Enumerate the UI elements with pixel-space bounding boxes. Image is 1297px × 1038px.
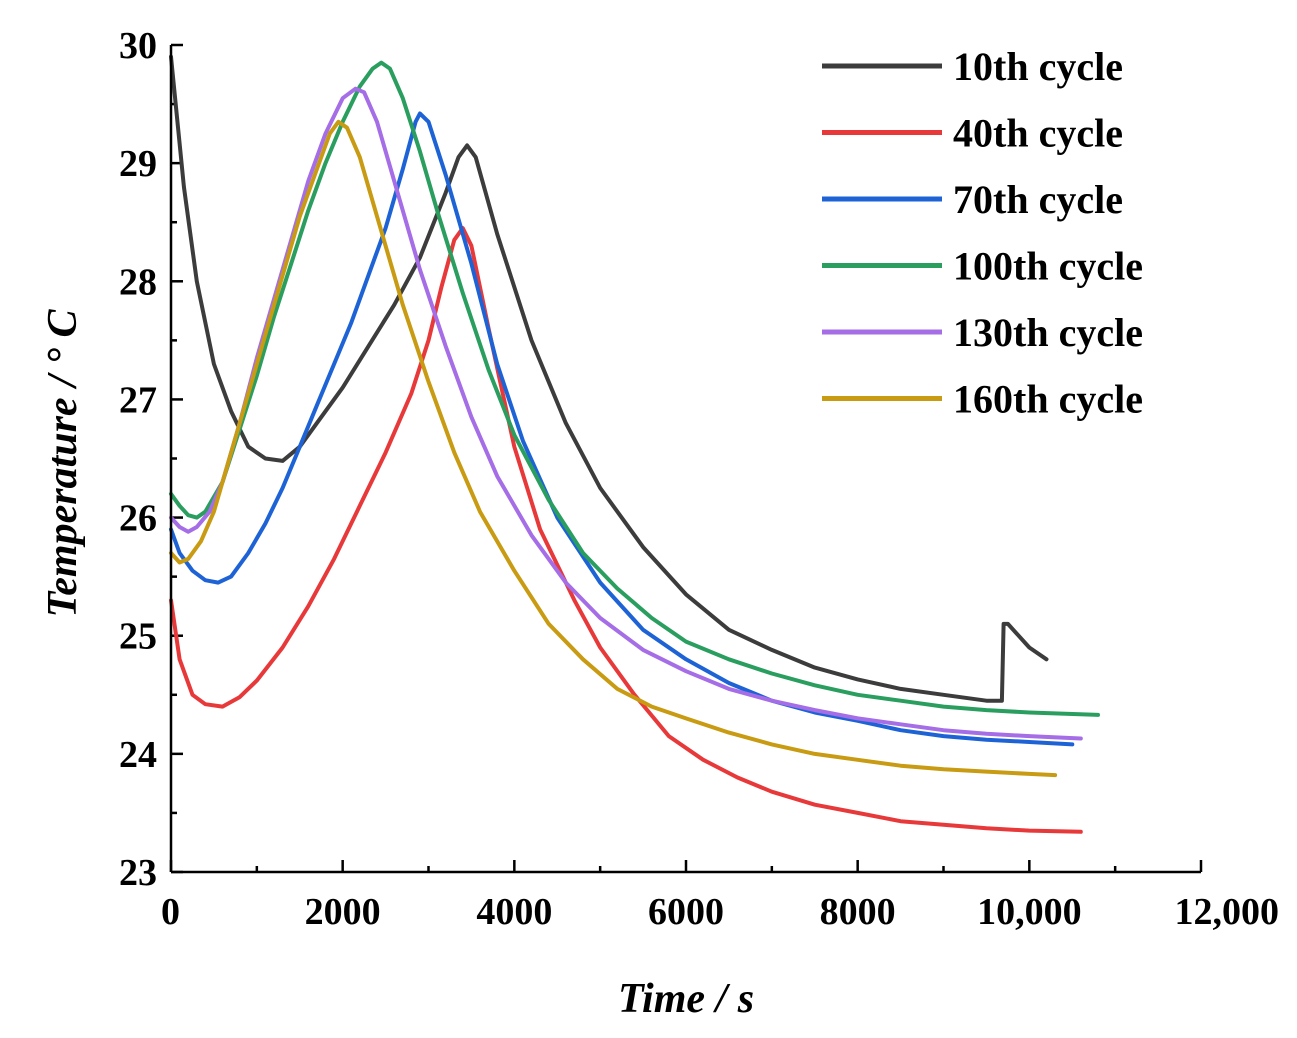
series-line-130th-cycle (169, 86, 1083, 741)
series-line-70th-cycle (169, 111, 1075, 747)
legend-label: 130th cycle (953, 310, 1143, 355)
legend-label: 100th cycle (953, 244, 1143, 289)
y-tick-label: 24 (119, 734, 157, 776)
x-tick-label: 12,000 (1175, 891, 1280, 933)
y-axis-ticks: 23 24 25 26 27 28 29 30 (119, 25, 183, 894)
x-tick-label: 6000 (648, 891, 724, 933)
legend-label: 160th cycle (953, 377, 1143, 422)
series-line-40th-cycle (169, 226, 1083, 834)
x-tick-label: 10,000 (977, 891, 1082, 933)
y-tick-label: 29 (119, 143, 157, 185)
x-axis-title: Time / s (618, 976, 754, 1022)
series-lines (169, 54, 1100, 834)
x-axis-ticks: 0 2000 4000 6000 8000 10,000 12,000 (161, 860, 1279, 933)
x-tick-label: 0 (161, 891, 180, 933)
y-tick-label: 23 (119, 852, 157, 894)
y-tick-label: 25 (119, 616, 157, 658)
legend: 10th cycle 40th cycle 70th cycle 100th cycl… (822, 44, 1143, 422)
legend-label: 10th cycle (953, 44, 1123, 89)
y-tick-label: 27 (119, 379, 157, 421)
y-axis-title: Temperature / ° C (40, 308, 86, 617)
y-tick-label: 28 (119, 261, 157, 303)
series-line-10th-cycle (169, 54, 1049, 703)
x-tick-label: 2000 (305, 891, 381, 933)
legend-label: 70th cycle (953, 177, 1123, 222)
y-tick-label: 30 (119, 25, 157, 67)
x-tick-label: 4000 (476, 891, 552, 933)
y-tick-label: 26 (119, 498, 157, 540)
x-tick-label: 8000 (820, 891, 896, 933)
legend-label: 40th cycle (953, 111, 1123, 156)
series-line-160th-cycle (169, 119, 1058, 778)
